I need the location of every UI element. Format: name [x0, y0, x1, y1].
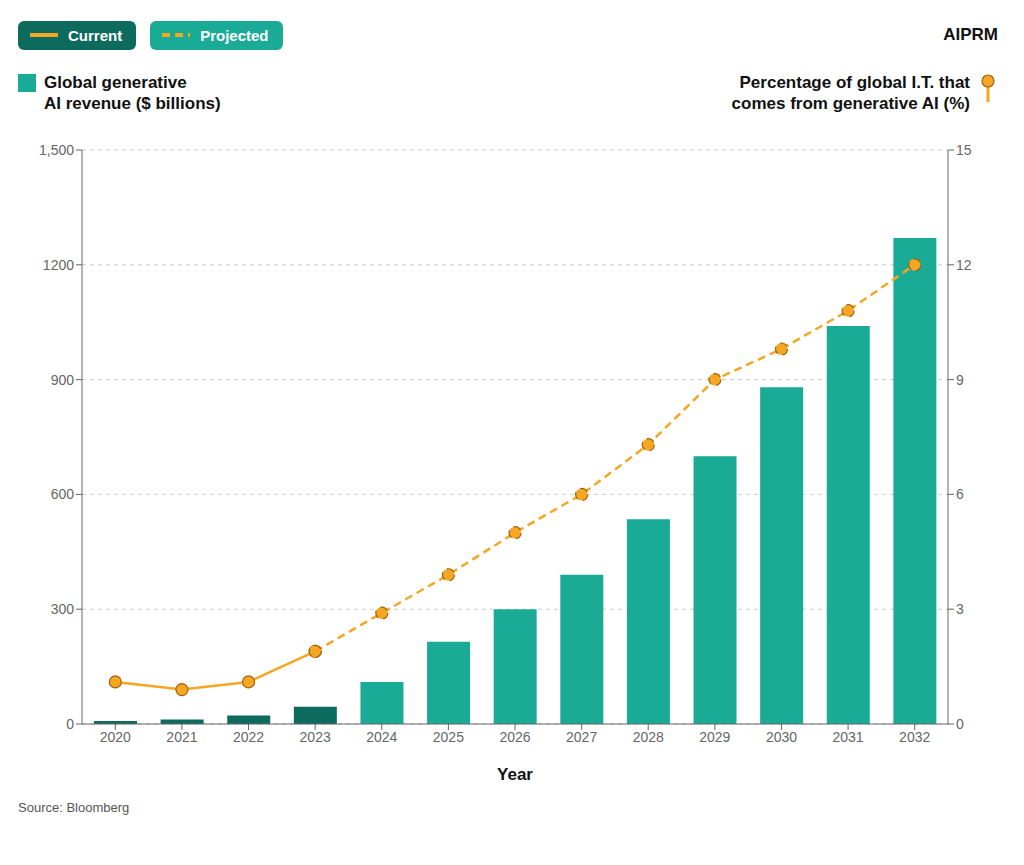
svg-text:600: 600: [51, 486, 75, 502]
html-text:Percentage of global I.T. that: Percentage of global I.T. that comes fro…: [731, 73, 970, 114]
svg-text:2031: 2031: [832, 729, 863, 745]
svg-text:2032: 2032: [899, 729, 930, 745]
svg-text:12: 12: [956, 257, 972, 273]
svg-text:2021: 2021: [166, 729, 197, 745]
svg-text:2020: 2020: [100, 729, 131, 745]
html-text:Projected: Projected: [200, 26, 269, 44]
svg-text:1,500: 1,500: [39, 142, 74, 158]
svg-text:2028: 2028: [633, 729, 664, 745]
svg-text:15: 15: [956, 142, 972, 158]
svg-text:900: 900: [51, 372, 75, 388]
svg-text:Year: Year: [497, 765, 533, 784]
svg-text:2024: 2024: [366, 729, 397, 745]
svg-text:9: 9: [956, 372, 964, 388]
svg-text:2026: 2026: [499, 729, 530, 745]
svg-text:2022: 2022: [233, 729, 264, 745]
html-text:Source: Bloomberg: Source: Bloomberg: [18, 800, 130, 815]
svg-text:300: 300: [51, 601, 75, 617]
html-text:Global generative AI revenue (: Global generative AI revenue ($ billions…: [44, 73, 221, 114]
svg-text:2029: 2029: [699, 729, 730, 745]
html-text:Current: Current: [68, 26, 123, 44]
html-text:AIPRM: AIPRM: [943, 25, 998, 44]
svg-text:0: 0: [66, 716, 74, 732]
svg-text:2030: 2030: [766, 729, 797, 745]
svg-text:2027: 2027: [566, 729, 597, 745]
svg-text:3: 3: [956, 601, 964, 617]
svg-text:0: 0: [956, 716, 964, 732]
svg-text:6: 6: [956, 486, 964, 502]
svg-text:1200: 1200: [43, 257, 74, 273]
svg-text:2025: 2025: [433, 729, 464, 745]
svg-text:2023: 2023: [300, 729, 331, 745]
